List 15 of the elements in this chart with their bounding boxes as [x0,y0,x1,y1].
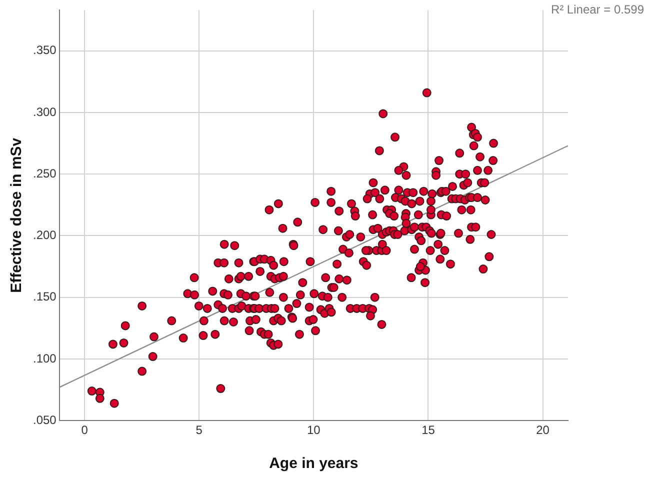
x-tick-label: 20 [536,423,550,438]
annotation: R² Linear = 0.599 [550,2,644,16]
x-tick-label: 5 [196,423,203,438]
y-tick-label: .300 [32,104,57,119]
y-tick-label: .100 [32,351,57,366]
y-axis-title: Effective dose in mSv [8,137,26,293]
x-tick-label: 10 [307,423,321,438]
x-tick-label: 15 [422,423,436,438]
y-tick-label: .250 [32,166,57,180]
x-tick-label: 0 [81,423,88,438]
y-tick-label: .050 [32,412,57,427]
y-tick-label: .350 [32,43,57,58]
y-tick-label: .150 [32,290,57,304]
y-tick-label: .200 [32,228,57,242]
x-axis-title: Age in years [269,455,358,472]
